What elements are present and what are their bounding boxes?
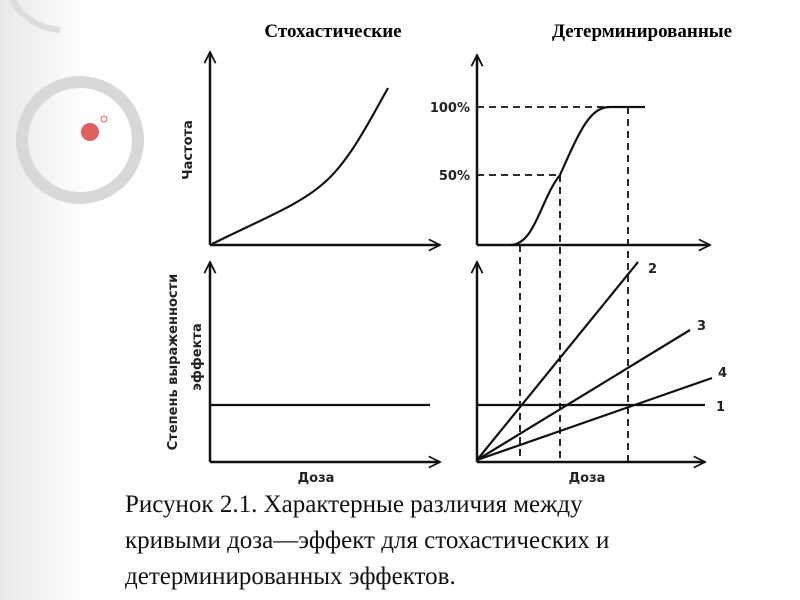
caption: Рисунок 2.1. Характерные различия между bbox=[125, 491, 583, 518]
axis-label: эффекта bbox=[190, 323, 205, 390]
caption: детерминированных эффектов. bbox=[125, 563, 456, 590]
decoration bbox=[100, 115, 108, 123]
decoration bbox=[9, 0, 61, 33]
level-label: 50% bbox=[439, 169, 470, 184]
line bbox=[476, 329, 691, 461]
line bbox=[476, 261, 639, 461]
axis-label: Степень выраженности bbox=[166, 274, 181, 450]
axis-label: Частота bbox=[181, 120, 196, 180]
decoration bbox=[81, 123, 99, 141]
caption: кривыми доза—эффект для стохастических и bbox=[125, 527, 609, 554]
line-label: 2 bbox=[648, 262, 657, 277]
dashed-level bbox=[477, 106, 628, 176]
line bbox=[476, 376, 713, 462]
axis-label: Доза bbox=[569, 471, 606, 486]
curve bbox=[509, 105, 645, 247]
curve bbox=[211, 87, 389, 245]
line-label: 1 bbox=[716, 400, 725, 415]
decoration bbox=[16, 76, 144, 204]
line-label: 3 bbox=[697, 319, 706, 334]
line-label: 4 bbox=[718, 366, 727, 381]
column-title: Стохастические bbox=[264, 21, 401, 42]
dashed-projection bbox=[519, 107, 629, 462]
axis-label: Доза bbox=[298, 471, 335, 486]
level-label: 100% bbox=[430, 101, 470, 116]
column-title: Детерминированные bbox=[552, 21, 732, 42]
